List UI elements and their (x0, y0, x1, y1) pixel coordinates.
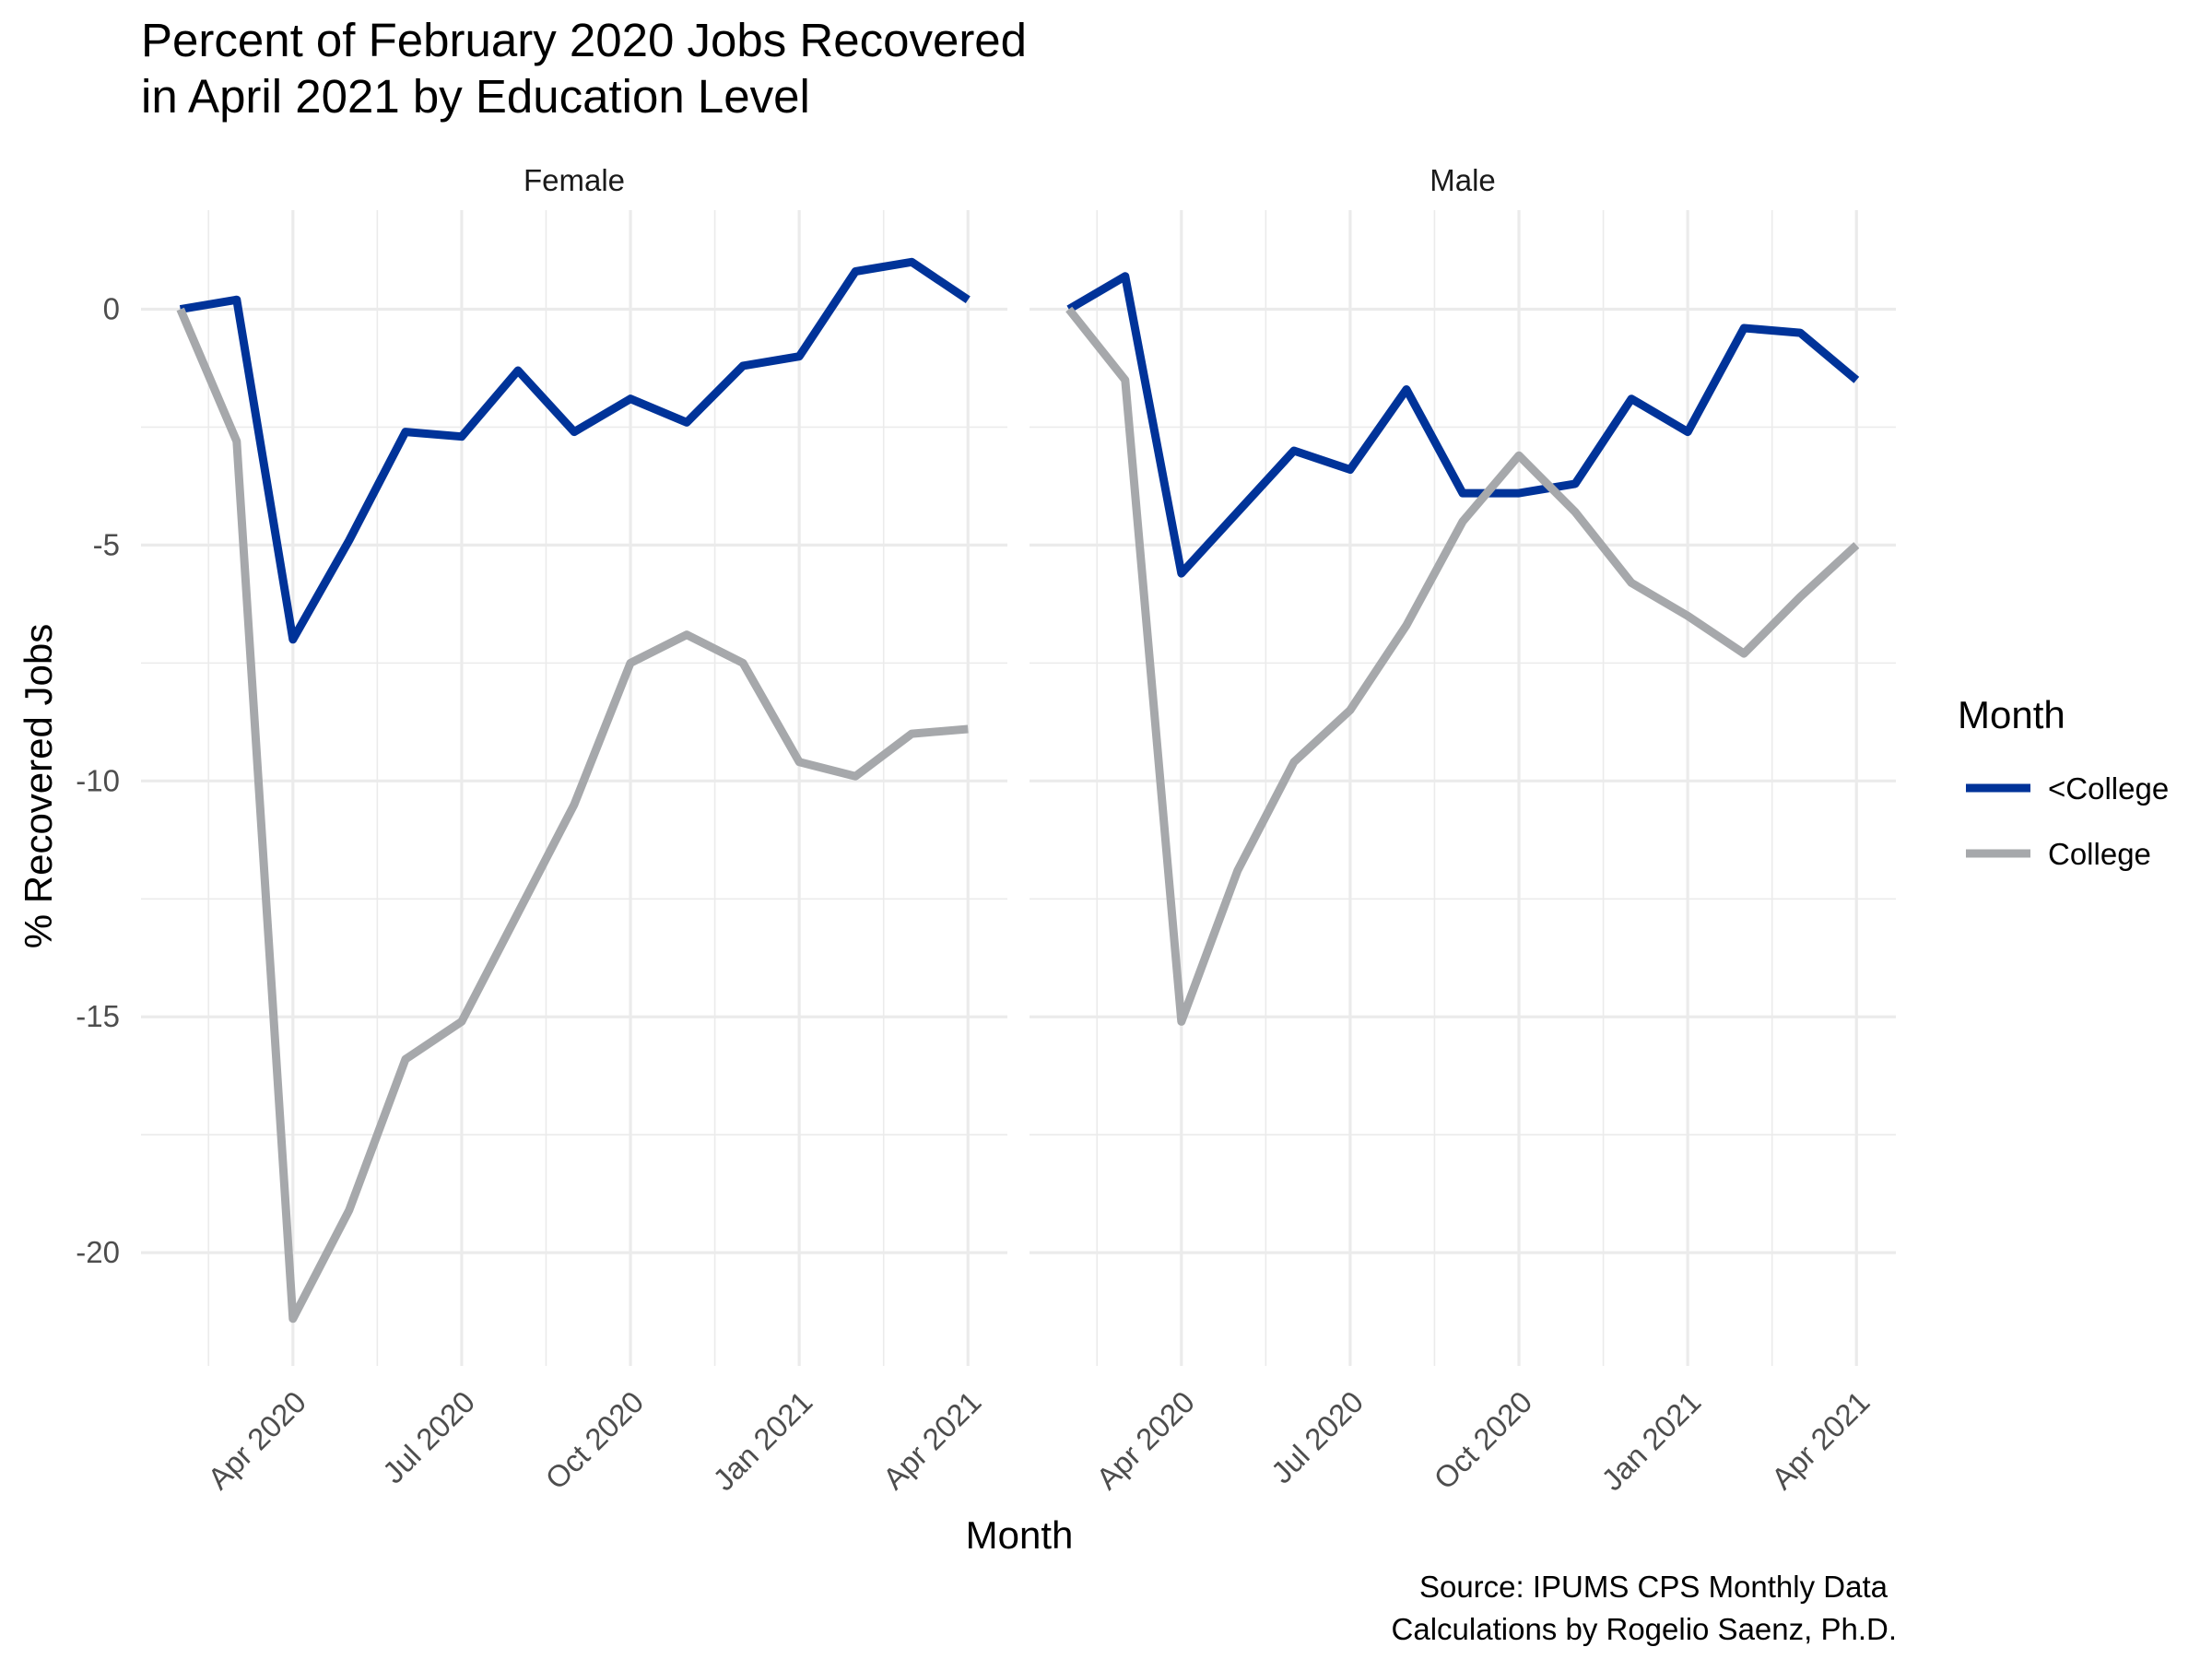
panel-female-line-less-than-college (179, 257, 971, 644)
panel-female-strip-label: Female (524, 163, 625, 197)
panel-female-x-tick-label-2: Oct 2020 (538, 1384, 650, 1496)
chart-title-line-2: in April 2021 by Education Level (141, 70, 810, 123)
panel-female-line-college (176, 307, 969, 1324)
y-tick-label-3: -15 (76, 999, 120, 1033)
x-axis-title: Month (966, 1513, 1074, 1557)
panel-male-x-tick-label-0: Apr 2020 (1089, 1384, 1201, 1496)
panel-female-x-tick-label-1: Jul 2020 (376, 1384, 481, 1489)
legend-label-college: College (2048, 837, 2151, 871)
legend-title: Month (1958, 693, 2065, 736)
panel-male-grid (1030, 210, 1896, 1366)
y-tick-label-2: -10 (76, 763, 120, 797)
panel-male-x-tick-label-4: Apr 2021 (1765, 1384, 1877, 1496)
panel-male-strip-label: Male (1430, 163, 1496, 197)
legend-label-college-below: <College (2048, 771, 2169, 806)
panel-male-line-college (1065, 306, 1860, 1026)
caption-credit: Calculations by Rogelio Saenz, Ph.D. (1392, 1612, 1897, 1646)
y-tick-label-4: -20 (76, 1235, 120, 1269)
caption-source: Source: IPUMS CPS Monthly Data (1419, 1570, 1888, 1604)
panel-male: Male Apr 2020 Jul 2020 Oct 2020 Jan 2021 Apr… (1030, 163, 1896, 1497)
y-tick-label-0: 0 (103, 291, 120, 325)
panel-female-x-tick-label-4: Apr 2021 (877, 1384, 988, 1496)
panel-female-grid (141, 210, 1007, 1366)
legend: Month <College College (1958, 693, 2169, 871)
panel-male-x-ticks: Apr 2020 Jul 2020 Oct 2020 Jan 2021 Apr 2021 (1089, 1384, 1876, 1497)
y-axis-ticks: 0 -5 -10 -15 -20 (76, 291, 120, 1269)
panel-male-x-tick-label-1: Jul 2020 (1265, 1384, 1370, 1489)
chart-title-line-1: Percent of February 2020 Jobs Recovered (141, 14, 1027, 66)
panel-female: Female Apr 2020 Jul 2020 Oct 2020 Jan 2021 A… (141, 163, 1007, 1497)
panel-female-x-ticks: Apr 2020 Jul 2020 Oct 2020 Jan 2021 Apr 2021 (201, 1384, 987, 1497)
y-axis-title: % Recovered Jobs (17, 624, 60, 949)
panel-male-line-less-than-college (1066, 272, 1860, 578)
y-tick-label-1: -5 (93, 527, 120, 561)
panel-female-x-tick-label-0: Apr 2020 (201, 1384, 312, 1496)
panel-male-x-tick-label-2: Oct 2020 (1427, 1384, 1538, 1496)
panel-female-x-tick-label-3: Jan 2021 (706, 1384, 818, 1497)
panel-male-x-tick-label-3: Jan 2021 (1594, 1384, 1707, 1497)
panel-male-series (1065, 272, 1860, 1026)
panel-female-series (176, 257, 971, 1324)
